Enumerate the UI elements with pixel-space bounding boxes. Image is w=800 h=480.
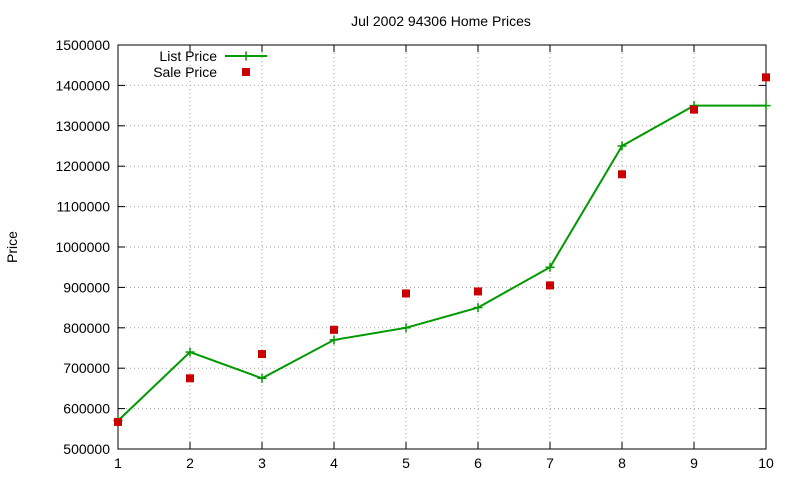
series-list-price — [113, 101, 771, 426]
legend-label: Sale Price — [153, 64, 217, 80]
x-tick-label: 6 — [474, 455, 482, 471]
list-price-point — [473, 303, 483, 313]
sale-price-point — [114, 417, 122, 426]
list-price-point — [545, 262, 555, 272]
list-price-point — [329, 335, 339, 345]
list-price-point — [761, 101, 771, 111]
sale-price-point — [618, 170, 626, 179]
x-tick-label: 7 — [546, 455, 554, 471]
y-tick-label: 1200000 — [55, 158, 110, 174]
series-layer — [113, 73, 771, 426]
legend-label: List Price — [159, 48, 217, 64]
x-tick-label: 3 — [258, 455, 266, 471]
y-axis: 500000 600000 700000 800000 900000 1000000 110… — [55, 37, 766, 457]
x-axis: 1 2 3 4 5 6 7 8 9 10 — [114, 45, 774, 471]
grid-lines — [117, 44, 767, 450]
x-tick-label: 10 — [758, 455, 774, 471]
list-price-point — [257, 373, 267, 383]
sale-price-point — [762, 73, 770, 82]
legend-square-swatch — [242, 68, 250, 76]
y-tick-label: 600000 — [63, 401, 110, 417]
legend-plus-swatch — [241, 51, 251, 61]
list-price-line — [117, 104, 766, 422]
sale-price-point — [258, 350, 266, 359]
sale-price-point — [186, 374, 194, 383]
x-tick-label: 8 — [618, 455, 626, 471]
x-tick-label: 5 — [402, 455, 410, 471]
sale-price-point — [402, 289, 410, 298]
sale-price-point — [330, 325, 338, 334]
x-tick-label: 2 — [186, 455, 194, 471]
series-sale-price — [114, 73, 770, 426]
list-price-point — [185, 347, 195, 357]
y-tick-label: 1400000 — [55, 77, 110, 93]
y-tick-label: 900000 — [63, 279, 110, 295]
y-tick-label: 1300000 — [55, 118, 110, 134]
y-tick-label: 800000 — [63, 320, 110, 336]
y-tick-label: 1000000 — [55, 239, 110, 255]
x-tick-label: 4 — [330, 455, 338, 471]
y-tick-label: 1500000 — [55, 37, 110, 53]
list-price-point — [401, 323, 411, 333]
x-tick-label: 9 — [690, 455, 698, 471]
y-tick-label: 1100000 — [57, 199, 111, 215]
x-tick-label: 1 — [114, 455, 122, 471]
sale-price-point — [690, 105, 698, 114]
y-axis-label: Price — [4, 231, 20, 263]
sale-price-point — [546, 281, 554, 290]
list-price-point — [617, 141, 627, 151]
chart-title: Jul 2002 94306 Home Prices — [351, 13, 531, 29]
sale-price-point — [474, 287, 482, 296]
y-tick-label: 700000 — [63, 360, 110, 376]
y-tick-label: 500000 — [63, 441, 110, 457]
